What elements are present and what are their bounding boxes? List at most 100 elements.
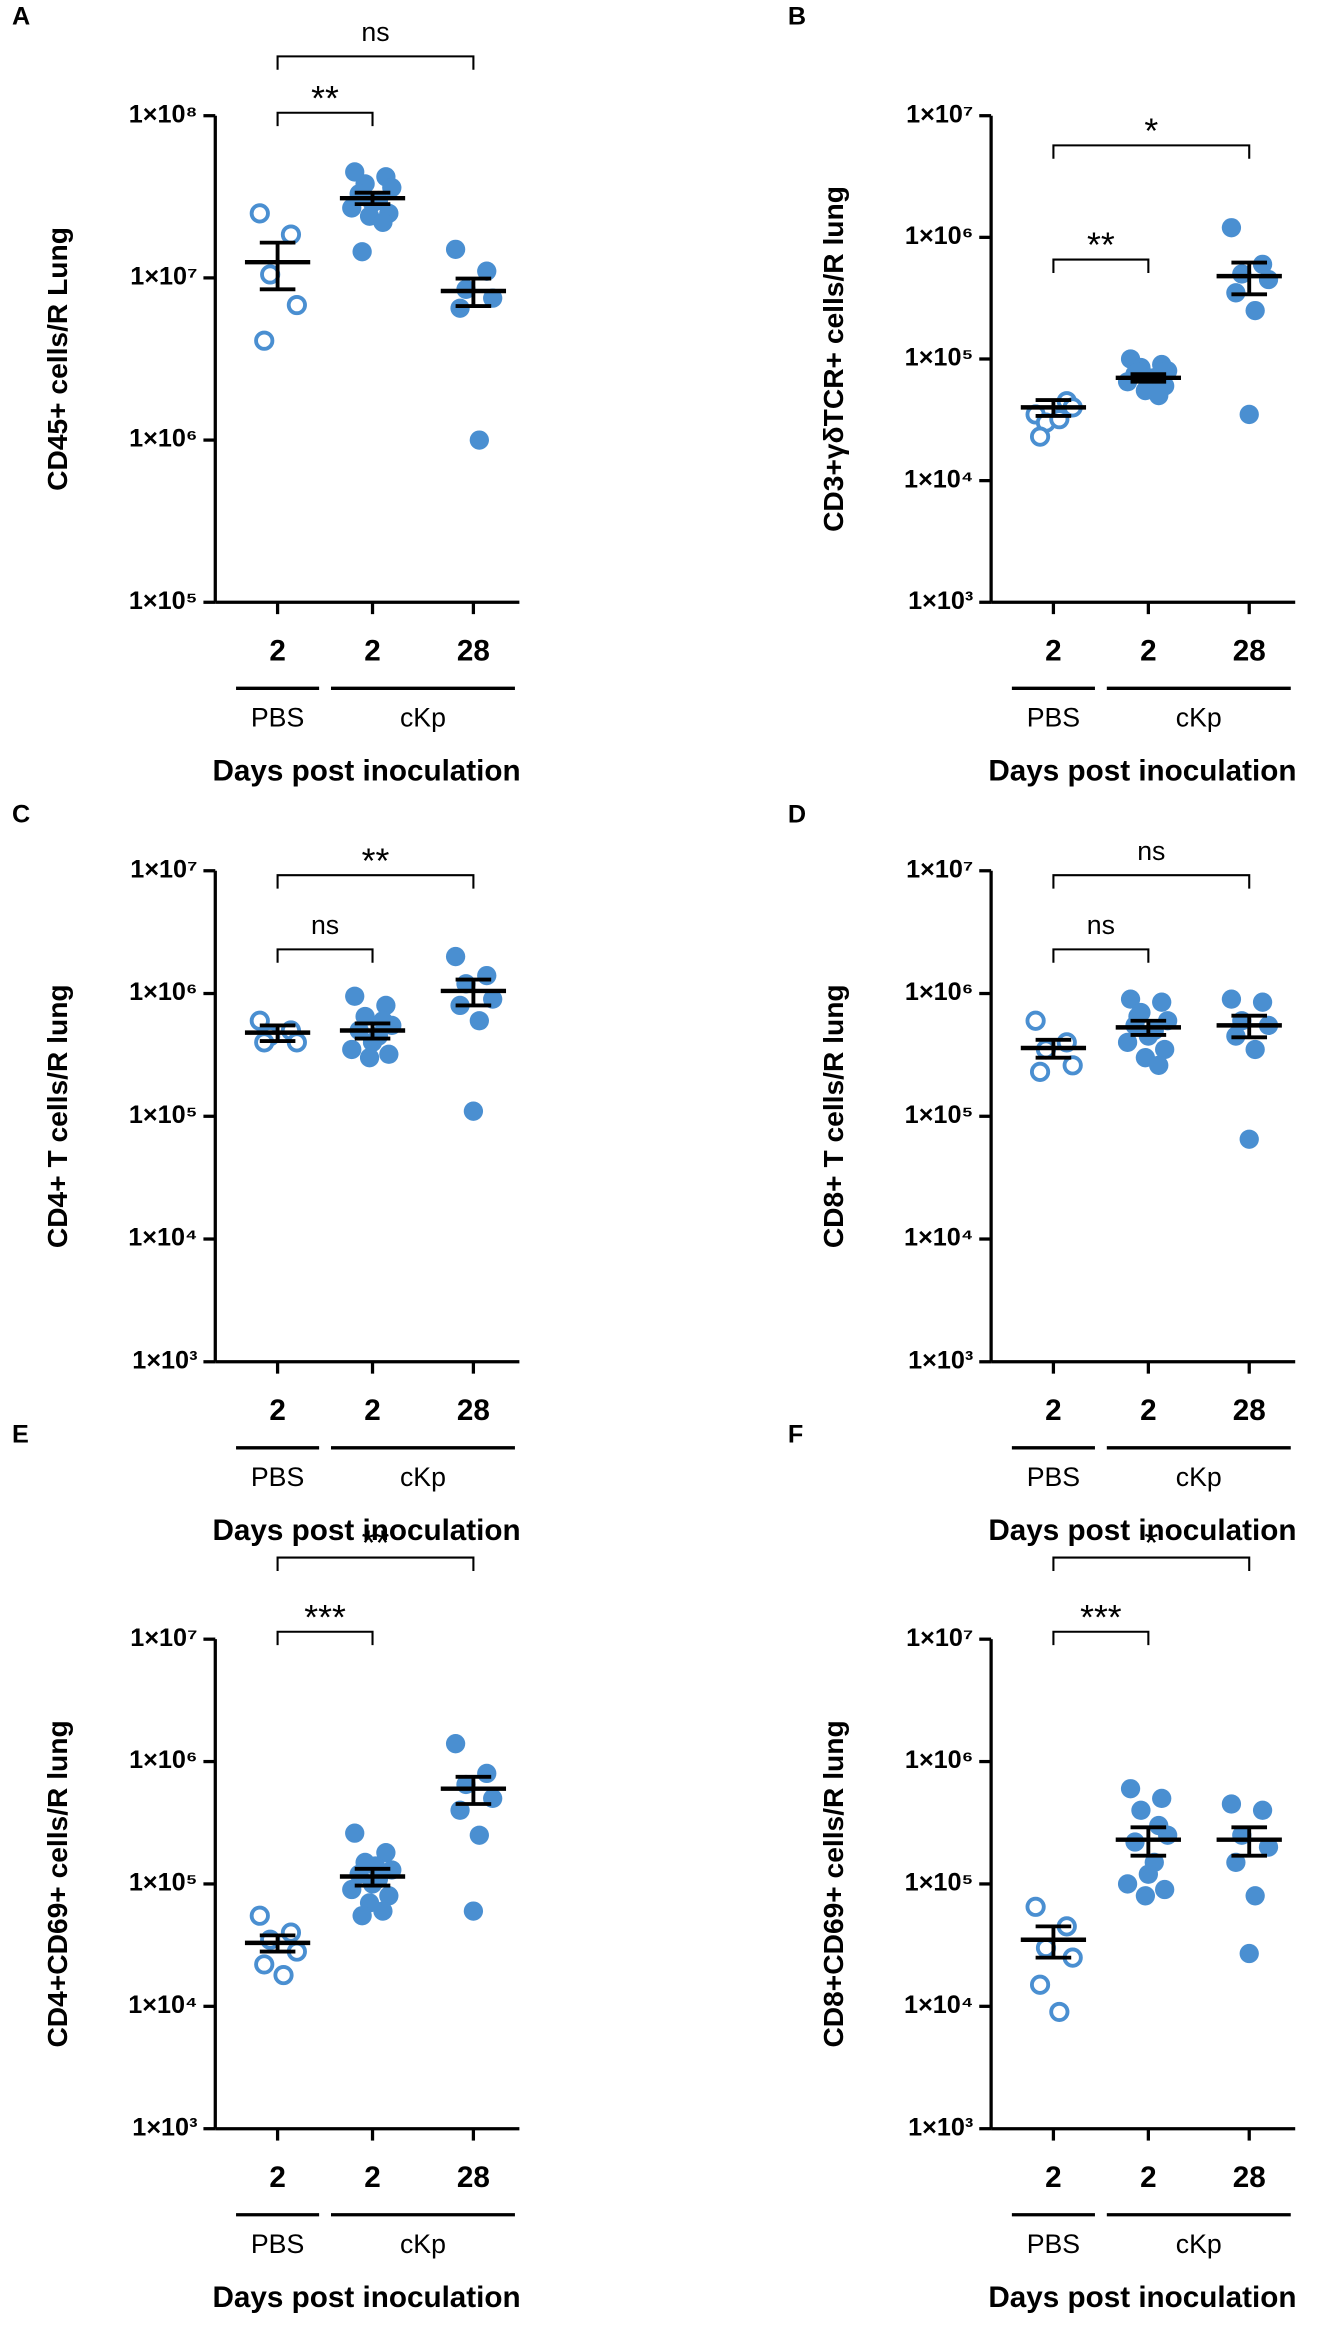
x-tick-label: 2 [1140, 2161, 1157, 2194]
y-tick-label: 1×10⁶ [905, 1746, 973, 1774]
data-point [1245, 1886, 1265, 1906]
x-tick-label: 2 [364, 1394, 381, 1427]
y-tick-label: 1×10³ [908, 587, 973, 615]
x-tick-label: 2 [1045, 2161, 1062, 2194]
data-point [1135, 1886, 1156, 1906]
significance-label: *** [1080, 1597, 1122, 1637]
y-tick-label: 1×10⁵ [129, 1101, 198, 1129]
data-point [254, 1954, 275, 1975]
panel-label: C [12, 801, 30, 829]
data-point [1149, 385, 1169, 406]
x-tick-label: 2 [1045, 1394, 1062, 1427]
panel: F CD8+CD69+ cells/R lung 1×10³ 1×10⁴ 1×10⁵ 1×… [788, 1421, 1297, 2315]
y-tick-label: 1×10⁵ [129, 587, 198, 615]
significance-label: ** [1087, 225, 1115, 265]
data-point [1149, 1055, 1169, 1075]
y-axis-label: CD4+CD69+ cells/R lung [41, 1720, 73, 2047]
data-point [1252, 1800, 1273, 1820]
data-point [1245, 1039, 1265, 1060]
group-label: PBS [1027, 703, 1080, 733]
group-label: PBS [251, 703, 304, 733]
data-point [249, 1905, 270, 1926]
y-tick-label: 1×10⁶ [905, 222, 973, 250]
y-tick-label: 1×10⁶ [129, 425, 197, 453]
data-point [463, 1901, 484, 1921]
group-label: cKp [400, 1462, 446, 1492]
data-point [1155, 1879, 1175, 1900]
significance-bracket [276, 948, 374, 963]
data-point [1025, 1896, 1046, 1917]
x-tick-label: 2 [269, 2161, 286, 2194]
data-point [1120, 989, 1141, 1009]
data-point [280, 1922, 302, 1943]
x-tick-label: 28 [1233, 1394, 1266, 1427]
data-point [477, 261, 497, 281]
data-point [1117, 1032, 1138, 1053]
y-axis-label: CD45+ cells/R Lung [41, 227, 73, 491]
significance-bracket [276, 55, 475, 70]
data-point [1239, 404, 1259, 425]
panel: D CD8+ T cells/R lung 1×10³ 1×10⁴ 1×10⁵ 1×10⁶… [788, 801, 1297, 1548]
x-axis-label: Days post inoculation [213, 1514, 521, 1547]
y-tick-label: 1×10⁷ [906, 1624, 973, 1652]
data-point [483, 288, 503, 308]
data-point [373, 1901, 393, 1921]
x-tick-label: 28 [457, 635, 490, 668]
data-point [1239, 1943, 1259, 1964]
significance-bracket [276, 111, 374, 127]
data-point [469, 1011, 489, 1031]
x-tick-label: 2 [1045, 635, 1062, 668]
data-point [1128, 1006, 1148, 1027]
group-label: cKp [1176, 703, 1222, 733]
data-point [373, 1011, 393, 1031]
y-axis-label: CD3+γδTCR+ cells/R lung [817, 186, 849, 532]
y-tick-label: 1×10⁵ [905, 344, 974, 372]
y-tick-label: 1×10⁶ [129, 978, 197, 1006]
y-tick-label: 1×10⁷ [130, 263, 197, 291]
x-tick-label: 2 [364, 2161, 381, 2194]
y-tick-label: 1×10⁴ [904, 1991, 973, 2019]
data-point [1258, 269, 1279, 290]
panel-label: F [788, 1421, 803, 1449]
data-point [379, 1886, 399, 1906]
y-tick-label: 1×10⁷ [906, 855, 973, 883]
data-point [1120, 1779, 1141, 1799]
data-point [477, 1763, 497, 1784]
significance-bracket [1052, 1630, 1150, 1646]
y-tick-label: 1×10³ [908, 2113, 973, 2141]
group-label: PBS [251, 2229, 304, 2259]
x-axis-label: Days post inoculation [213, 2281, 521, 2314]
data-point [1125, 1832, 1145, 1852]
data-point [379, 1044, 399, 1064]
x-tick-label: 2 [1140, 1394, 1157, 1427]
data-point [273, 1964, 294, 1986]
significance-label: * [1144, 111, 1158, 151]
x-axis-label: Days post inoculation [213, 755, 521, 788]
y-axis-label: CD8+ T cells/R lung [817, 984, 849, 1248]
group-label: PBS [1027, 1462, 1080, 1492]
panel-label: A [12, 2, 30, 30]
data-point [1029, 1974, 1051, 1995]
y-tick-label: 1×10⁷ [130, 1624, 197, 1652]
data-point [1062, 1055, 1083, 1076]
panel: A CD45+ cells/R Lung 1×10⁵ 1×10⁶ 1×10⁷ 1×10⁸ 2… [12, 2, 521, 787]
data-point [254, 330, 275, 351]
panel-label: E [12, 1421, 29, 1449]
significance-label: ** [362, 841, 390, 881]
data-point [1221, 218, 1242, 238]
group-label: PBS [251, 1462, 304, 1492]
data-point [345, 1823, 365, 1843]
y-tick-label: 1×10⁸ [129, 100, 198, 128]
significance-label: ns [1137, 836, 1165, 866]
data-point [249, 203, 270, 224]
y-tick-label: 1×10³ [132, 2113, 197, 2141]
data-point [1025, 1010, 1046, 1031]
data-point [469, 1825, 489, 1845]
data-point [365, 1856, 386, 1876]
data-point [1258, 1837, 1279, 1857]
data-point [1252, 992, 1273, 1012]
y-axis-label: CD4+ T cells/R lung [41, 984, 73, 1248]
data-point [376, 995, 396, 1016]
significance-bracket [1052, 144, 1251, 159]
data-point [463, 1101, 484, 1121]
